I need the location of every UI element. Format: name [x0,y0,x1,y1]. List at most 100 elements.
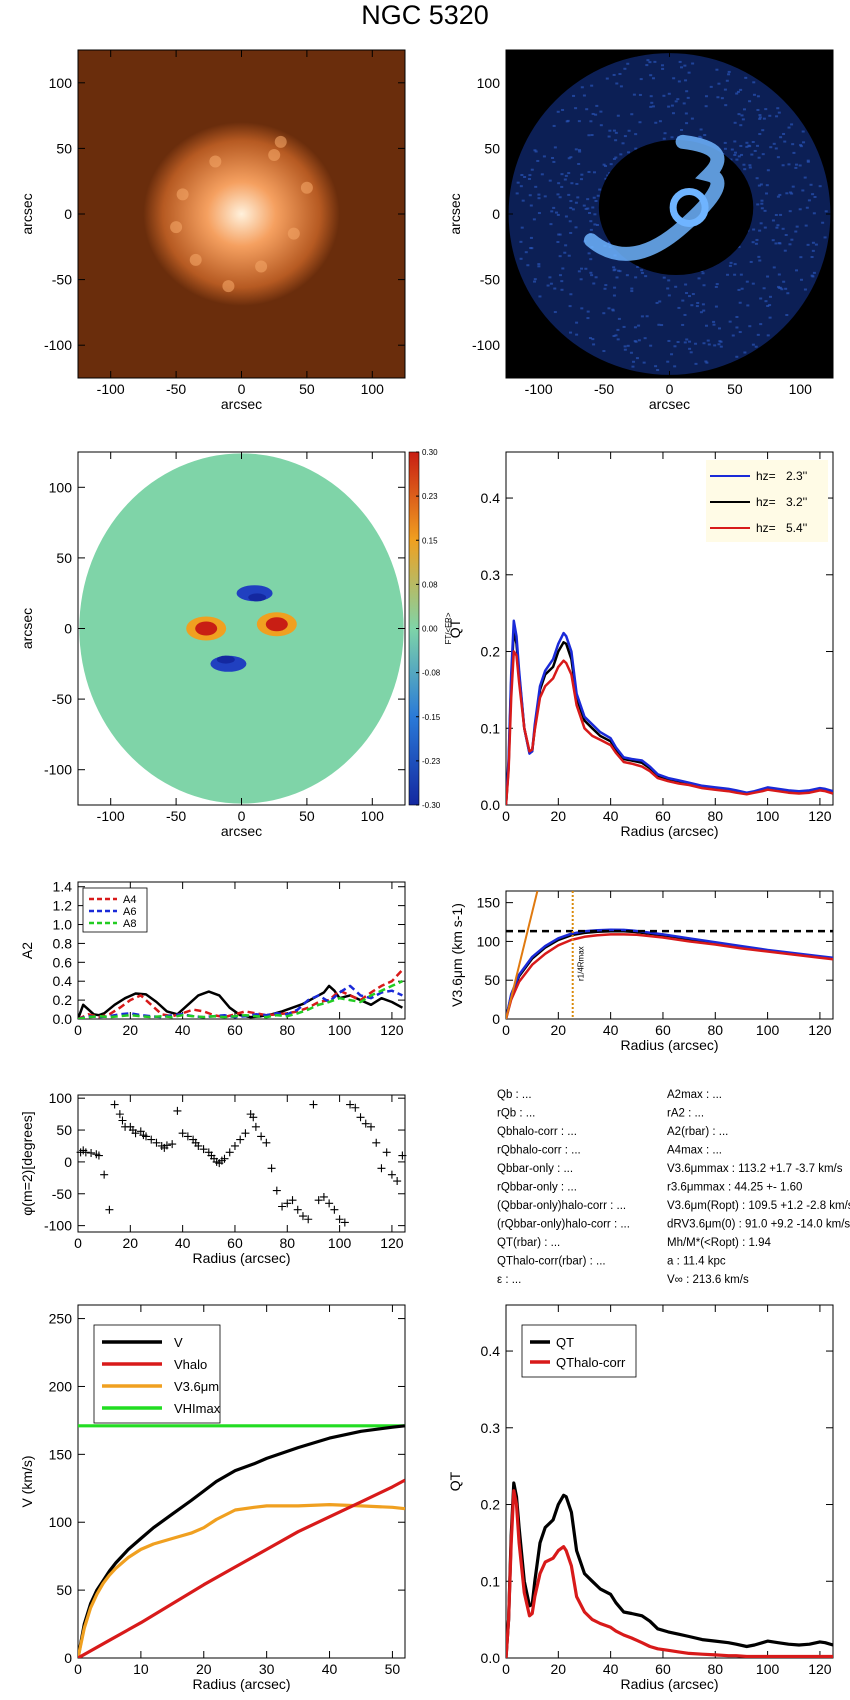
speckle [602,312,606,315]
speckle [589,220,593,223]
speckle [612,129,616,132]
speckle [667,279,671,282]
speckle [537,265,541,268]
speckle [772,142,776,145]
speckle [637,339,641,342]
p7-xtick-label: 80 [279,1235,295,1251]
speckle [771,239,775,242]
speckle [754,242,758,245]
scatter-point [241,1129,250,1138]
speckle [760,199,764,202]
speckle [599,110,603,113]
speckle [769,146,773,149]
speckle [756,203,760,206]
scatter-point [283,1199,292,1208]
p2-xtick-label: 100 [789,381,813,397]
speckle [569,156,573,159]
speckle [726,273,730,276]
speckle [548,179,552,182]
p10-xlabel: Radius (arcsec) [620,1676,718,1692]
speckle [768,304,772,307]
scatter-point [372,1138,381,1147]
speckle [593,223,597,226]
speckle [678,60,682,63]
speckle [594,199,598,202]
speckle [803,176,807,179]
speckle [801,130,805,133]
p6-ytick-label: 100 [477,933,501,949]
speckle [690,117,694,120]
speckle [723,141,727,144]
param-left: QT(rbar) : ... [497,1237,560,1249]
speckle [623,345,627,348]
series-line [78,969,404,1019]
speckle [582,94,586,97]
speckle [519,185,523,188]
speckle [589,271,593,274]
p9-xtick-label: 10 [133,1661,149,1677]
speckle [594,276,598,279]
speckle [811,193,815,196]
speckle [566,119,570,122]
speckle [687,71,691,74]
speckle [806,243,810,246]
panel-parameters: Qb : ... rQb : ... Qbhalo-corr : ... rQbhal… [497,1089,850,1286]
colorbar-tick-label: -0.08 [422,669,441,678]
speckle [661,67,665,70]
p1-xtick-label: 100 [361,381,385,397]
speckle [575,321,579,324]
speckle [575,182,579,185]
speckle [670,136,674,139]
p6-ylabel: V3.6μm (km s-1) [449,903,465,1007]
speckle [623,67,627,70]
speckle [614,334,618,337]
speckle [608,129,612,132]
p6-ytick-label: 50 [484,972,500,988]
speckle [805,206,809,209]
scatter-point [236,1135,245,1144]
speckle [781,164,785,167]
speckle [760,202,764,205]
speckle [615,276,619,279]
speckle [781,227,785,230]
speckle [768,114,772,117]
speckle [632,360,636,363]
speckle [733,273,737,276]
speckle [799,278,803,281]
speckle [630,113,634,116]
speckle [740,287,744,290]
speckle [603,287,607,290]
speckle [752,81,756,84]
speckle [604,165,608,168]
speckle [569,231,573,234]
p4-xtick-label: 80 [707,808,723,824]
panel-phase: 0 20 40 60 80 100 120 -100 -50 0 50 100 Radius (arcs… [19,1090,407,1266]
speckle [529,247,533,250]
panel-p9: 0 10 20 30 40 50 0 50 100 150 200 250 Radius (arcsec… [19,1304,406,1692]
speckle [575,333,579,336]
param-left: Qbbar-only : ... [497,1163,573,1175]
p7-xtick-label: 20 [123,1235,139,1251]
speckle [569,331,573,334]
speckle [803,288,807,291]
legend-label: QThalo-corr [556,1355,626,1370]
speckle [619,153,623,156]
p5-xtick-label: 100 [328,1022,352,1038]
speckle [608,241,612,244]
speckle [650,101,654,104]
p6-xtick-label: 20 [551,1022,567,1038]
speckle [762,287,766,290]
speckle [637,324,641,327]
p9-xlabel: Radius (arcsec) [192,1676,290,1692]
p2-ylabel: arcsec [447,193,463,234]
p2-xtick-label: 0 [666,381,674,397]
speckle [574,201,578,204]
speckle [589,228,593,231]
speckle [550,210,554,213]
speckle [615,82,619,85]
speckle [785,314,789,317]
legend-label: QT [556,1335,574,1350]
speckle [757,156,761,159]
speckle [784,287,788,290]
speckle [606,174,610,177]
